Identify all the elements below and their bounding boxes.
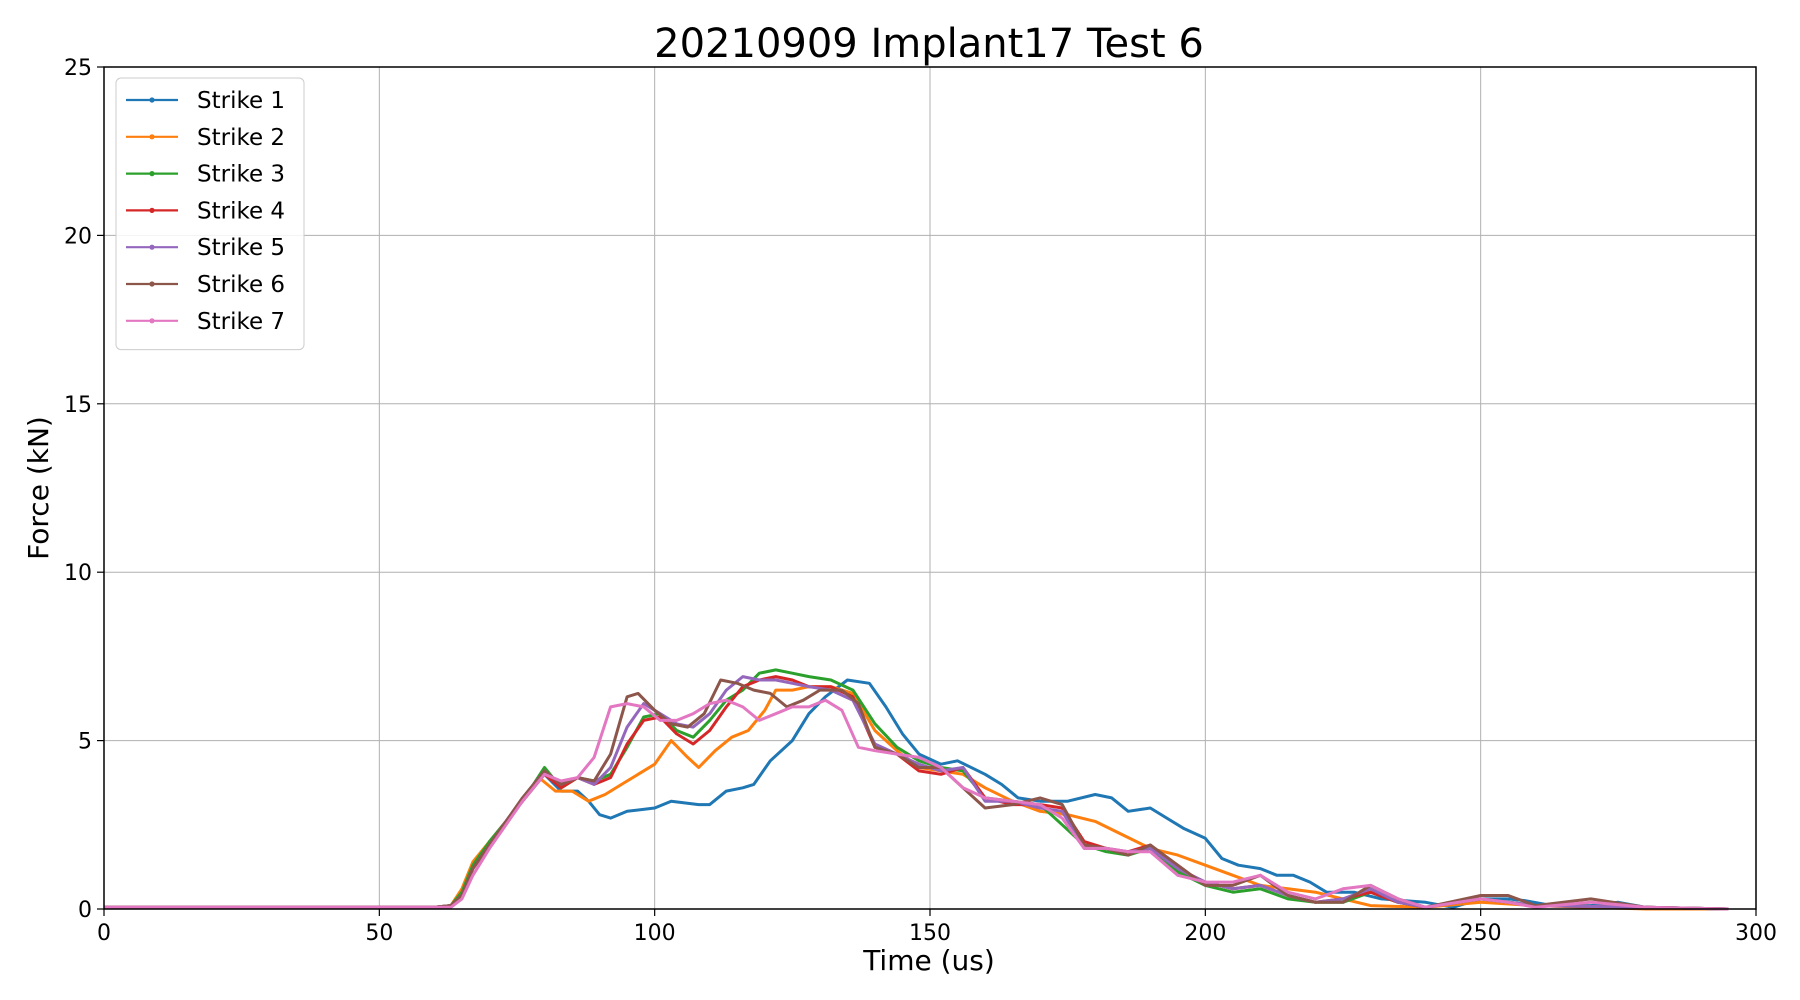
- x-axis-label: Time (us): [862, 944, 995, 977]
- x-tick-label: 200: [1184, 921, 1226, 946]
- y-tick-label: 10: [64, 561, 92, 586]
- x-tick-label: 100: [634, 921, 676, 946]
- legend-label: Strike 7: [197, 309, 285, 335]
- legend-marker: [149, 97, 155, 103]
- x-tick-label: 300: [1735, 921, 1777, 946]
- chart-title: 20210909 Implant17 Test 6: [654, 21, 1204, 67]
- legend-marker: [149, 207, 155, 213]
- y-tick-label: 20: [64, 224, 92, 249]
- series-line-strike-7: [104, 698, 1729, 911]
- x-tick-label: 250: [1460, 921, 1502, 946]
- legend-marker: [149, 318, 155, 324]
- legend-label: Strike 1: [197, 88, 285, 114]
- legend-label: Strike 2: [197, 125, 285, 151]
- legend-marker: [149, 171, 155, 177]
- legend-label: Strike 5: [197, 235, 285, 261]
- plot-area: [104, 668, 1729, 911]
- y-tick-label: 5: [78, 730, 92, 755]
- legend-label: Strike 3: [197, 162, 285, 188]
- legend: Strike 1 Strike 2 Strike 3 Strike 4 Strike 5…: [115, 77, 305, 351]
- y-axis-label: Force (kN): [22, 416, 55, 560]
- axis-ticks: 0 50 100 150 200 250 300 0 5 10 15 20 25: [64, 56, 1777, 946]
- y-tick-label: 15: [64, 393, 92, 418]
- legend-marker: [149, 244, 155, 250]
- y-tick-label: 0: [78, 898, 92, 923]
- legend-label: Strike 4: [197, 198, 285, 224]
- x-tick-label: 0: [97, 921, 111, 946]
- legend-marker: [149, 281, 155, 287]
- legend-label: Strike 6: [197, 272, 285, 298]
- legend-marker: [149, 134, 155, 140]
- x-tick-label: 50: [365, 921, 393, 946]
- series-line-strike-6: [104, 678, 1729, 911]
- x-tick-label: 150: [909, 921, 951, 946]
- legend-box: [115, 77, 305, 351]
- y-tick-label: 25: [64, 56, 92, 81]
